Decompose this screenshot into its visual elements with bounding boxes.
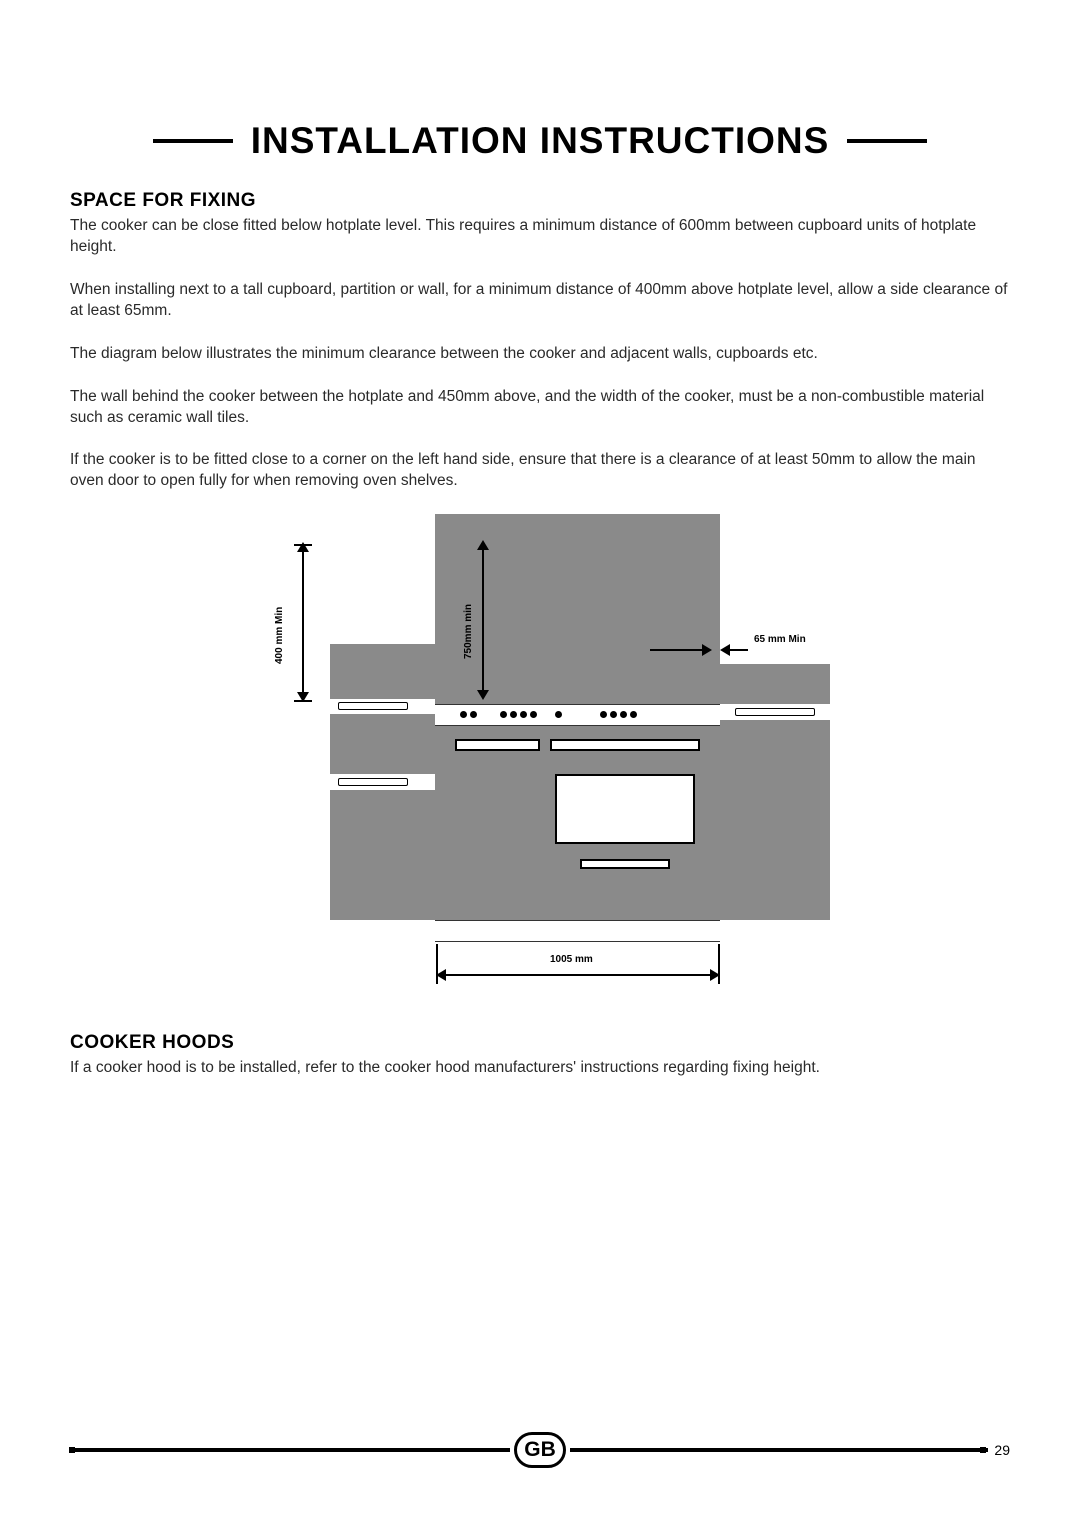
section2-heading: COOKER HOODS — [70, 1032, 1010, 1054]
section1-p3: The diagram below illustrates the minimu… — [70, 344, 1010, 365]
dim-label-750mm: 750mm min — [463, 604, 474, 659]
dim-tick — [718, 944, 720, 984]
dim-label-400mm: 400 mm Min — [274, 607, 285, 664]
left-cabinet-upper — [330, 644, 435, 699]
section2-p1: If a cooker hood is to be installed, ref… — [70, 1058, 1010, 1079]
dim-line — [482, 542, 484, 697]
dim-line — [728, 649, 748, 651]
small-oven-handle — [455, 739, 540, 751]
dim-line — [650, 649, 705, 651]
footer-dot-icon — [69, 1447, 75, 1453]
dim-tick — [294, 700, 312, 702]
main-oven-handle — [550, 739, 700, 751]
cooker-plinth — [435, 920, 720, 942]
right-cabinet-handle — [735, 708, 815, 716]
footer-dot-icon — [980, 1447, 986, 1453]
arrow-right-icon — [702, 644, 712, 656]
left-cabinet-handle-upper — [338, 702, 408, 710]
dim-line — [440, 974, 715, 976]
section1-p1: The cooker can be close fitted below hot… — [70, 216, 1010, 258]
section1-heading: SPACE FOR FIXING — [70, 190, 1010, 212]
right-cabinet-upper — [720, 664, 830, 704]
section1-p2: When installing next to a tall cupboard,… — [70, 280, 1010, 322]
section1-p4: The wall behind the cooker between the h… — [70, 387, 1010, 429]
page-number: 29 — [988, 1442, 1010, 1458]
country-badge: GB — [514, 1432, 566, 1468]
dim-label-1005mm: 1005 mm — [550, 954, 593, 965]
page-title: INSTALLATION INSTRUCTIONS — [233, 120, 848, 162]
clearance-diagram: 400 mm Min 750mm min 65 mm Min 1005 mm — [70, 514, 1010, 994]
right-cabinet-lower — [720, 720, 830, 920]
page-footer: GB 29 — [70, 1432, 1010, 1468]
section1-p5: If the cooker is to be fitted close to a… — [70, 450, 1010, 492]
footer-rule-left — [70, 1448, 510, 1452]
main-oven-window — [555, 774, 695, 844]
storage-drawer-handle — [580, 859, 670, 869]
left-cabinet-handle-mid — [338, 778, 408, 786]
dim-label-65mm: 65 mm Min — [754, 634, 806, 645]
title-rule-left — [153, 139, 233, 143]
left-cabinet-lower — [330, 790, 435, 920]
cooker-control-panel — [435, 704, 720, 726]
footer-rule-right — [570, 1448, 1010, 1452]
dim-line — [302, 544, 304, 699]
left-cabinet-mid — [330, 714, 435, 774]
arrow-down-icon — [477, 690, 489, 700]
diagram-canvas: 400 mm Min 750mm min 65 mm Min 1005 mm — [250, 514, 830, 994]
page-title-row: INSTALLATION INSTRUCTIONS — [70, 120, 1010, 162]
title-rule-right — [847, 139, 927, 143]
